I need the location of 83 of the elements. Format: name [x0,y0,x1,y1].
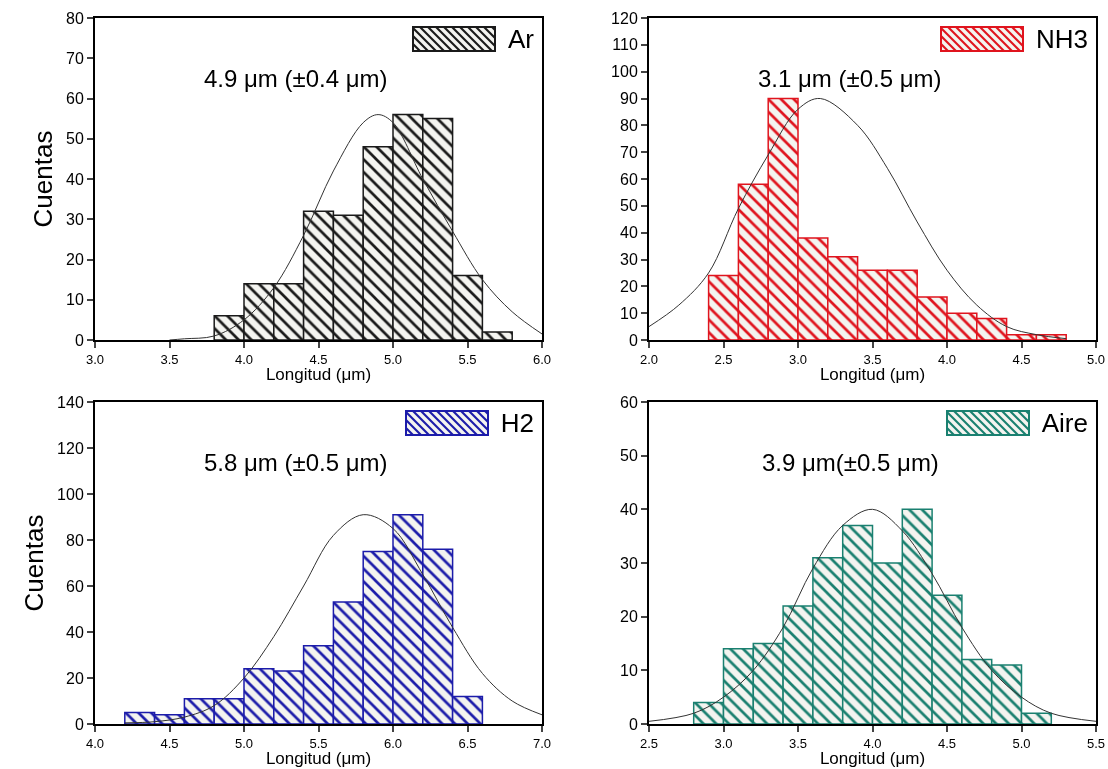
line-series [649,508,1096,722]
y-tick-label: 60 [66,577,84,595]
y-tick-label: 100 [611,63,638,81]
y-tick-label: 30 [620,251,638,269]
x-tick-label: 4.5 [937,735,957,751]
x-tick-label: 3.0 [714,735,733,751]
x-tick-label: 4.0 [85,735,105,751]
y-tick-label: 50 [620,447,638,465]
y-tick-label: 70 [66,49,84,67]
y-tick-label: 0 [628,715,638,733]
annotation: 3.9 μm(±0.5 μm) [762,449,939,476]
x-tick-label: 2.5 [639,735,659,751]
y-tick-label: 60 [66,90,84,108]
x-tick-label: 4.0 [863,735,882,751]
x-tick-label: 5.0 [383,351,403,367]
x-axis-title: Longitud (μm) [819,365,926,384]
x-tick-label: 2.5 [714,351,733,367]
x-axis-title: Longitud (μm) [819,749,926,768]
y-tick-label: 120 [611,9,638,27]
x-tick-label: 5.0 [234,735,254,751]
x-axis-title: Longitud (μm) [265,749,372,768]
y-tick-label: 20 [66,669,84,687]
x-tick-label: 3.0 [85,351,105,367]
x-tick-label: 4.5 [160,735,179,751]
x-tick-label: 5.5 [458,351,477,367]
y-tick-label: 40 [66,623,84,641]
y-tick-label: 10 [620,661,638,679]
y-tick-label: 0 [74,715,84,733]
x-tick-label: 3.0 [788,351,808,367]
y-tick-label: 90 [620,90,638,108]
x-tick-label: 3.5 [160,351,179,367]
x-tick-label: 4.0 [234,351,254,367]
y-tick-label: 50 [66,130,84,148]
x-tick-label: 4.5 [1012,351,1031,367]
y-tick-label: 20 [620,608,638,626]
text: NH3 [1035,24,1088,54]
x-tick-label: 4.5 [309,351,328,367]
line-series [124,514,542,724]
y-tick-label: 30 [620,554,638,572]
y-tick-label: 80 [620,116,638,134]
y-tick-label: 80 [66,9,84,27]
y-tick-label: 0 [628,331,638,349]
y-tick-label: 20 [620,277,638,295]
y-tick-label: 40 [66,170,84,188]
y-tick-label: 140 [57,393,84,411]
y-tick-label: 30 [66,210,84,228]
y-tick-label: 0 [74,331,84,349]
annotation: 3.1 μm (±0.5 μm) [758,65,942,92]
y-tick-label: 60 [620,170,638,188]
y-axis-title: Cuentas [27,130,58,228]
y-tick-label: 40 [620,224,638,242]
text: H2 [500,408,534,438]
y-tick-label: 50 [620,197,638,215]
line-series [649,98,1067,340]
x-tick-label: 5.0 [1086,351,1106,367]
x-tick-label: 6.0 [383,735,403,751]
x-tick-label: 5.5 [309,735,328,751]
y-axis-title: Cuentas [19,514,49,612]
x-tick-label: 4.0 [937,351,957,367]
y-tick-label: 10 [66,291,84,309]
y-tick-label: 100 [57,485,84,503]
x-tick-label: 6.0 [532,351,552,367]
x-tick-label: 7.0 [532,735,552,751]
x-tick-label: 5.5 [1086,735,1106,751]
y-tick-label: 110 [612,36,638,54]
x-tick-label: 3.5 [788,735,808,751]
y-tick-label: 120 [57,439,84,457]
y-tick-label: 80 [66,531,84,549]
line-series [169,114,542,340]
text: Ar [508,24,534,54]
text: Aire [1041,408,1088,438]
x-tick-label: 2.0 [639,351,659,367]
y-tick-label: 20 [66,251,84,269]
y-tick-label: 10 [620,304,638,322]
x-axis-title: Longitud (μm) [265,365,372,384]
x-tick-label: 3.5 [863,351,882,367]
annotation: 4.9 μm (±0.4 μm) [204,65,388,92]
x-tick-label: 6.5 [458,735,477,751]
y-tick-label: 40 [620,500,638,518]
annotation: 5.8 μm (±0.5 μm) [204,449,388,476]
y-tick-label: 60 [620,393,638,411]
x-tick-label: 5.0 [1012,735,1031,751]
y-tick-label: 70 [620,143,638,161]
